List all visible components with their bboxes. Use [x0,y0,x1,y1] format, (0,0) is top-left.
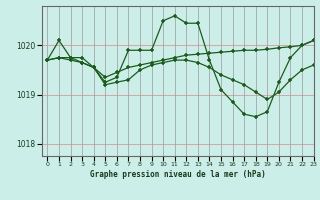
X-axis label: Graphe pression niveau de la mer (hPa): Graphe pression niveau de la mer (hPa) [90,170,266,179]
